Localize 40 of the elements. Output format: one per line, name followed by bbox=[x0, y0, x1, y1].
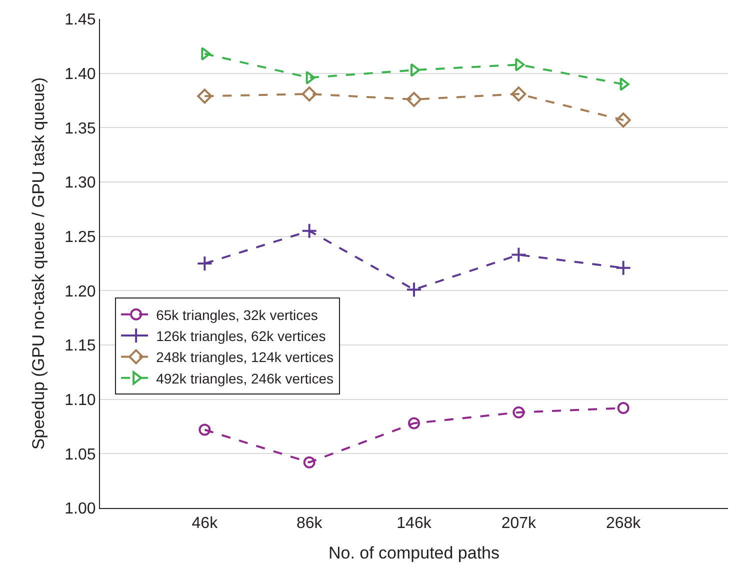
point bbox=[510, 246, 527, 263]
point bbox=[620, 77, 630, 91]
point bbox=[302, 86, 317, 102]
point bbox=[303, 456, 316, 468]
point bbox=[511, 86, 526, 102]
legend-label: 248k triangles, 124k vertices bbox=[156, 349, 334, 366]
y-axis-title: Speedup (GPU no-task queue / GPU task queue) bbox=[29, 77, 48, 450]
x-tick-label: 46k bbox=[192, 515, 219, 532]
legend-label: 65k triangles, 32k vertices bbox=[156, 306, 318, 323]
point bbox=[201, 47, 211, 61]
legend-label: 126k triangles, 62k vertices bbox=[156, 328, 326, 344]
x-axis-title: No. of computed paths bbox=[328, 544, 500, 563]
x-tick-label: 86k bbox=[296, 515, 324, 532]
x-tick-label: 146k bbox=[396, 515, 432, 532]
y-tick-label: 1.05 bbox=[64, 446, 96, 464]
point bbox=[198, 424, 211, 436]
y-tick-label: 1.10 bbox=[64, 392, 96, 409]
y-tick-label: 1.30 bbox=[64, 174, 96, 192]
legend-label: 492k triangles, 246k vertices bbox=[156, 370, 334, 386]
point bbox=[196, 256, 213, 272]
y-tick-label: 1.45 bbox=[64, 12, 96, 29]
x-tick-label: 207k bbox=[501, 515, 538, 532]
y-tick-label: 1.20 bbox=[64, 283, 96, 300]
point bbox=[408, 417, 420, 430]
point bbox=[306, 70, 316, 84]
y-tick-label: 1.15 bbox=[64, 338, 96, 355]
y-tick-label: 1.35 bbox=[64, 120, 96, 138]
x-tick-label: 268k bbox=[606, 515, 642, 532]
point bbox=[197, 88, 212, 104]
y-tick-label: 1.25 bbox=[64, 228, 96, 246]
point bbox=[512, 406, 525, 418]
y-tick-label: 1.00 bbox=[64, 500, 96, 518]
point bbox=[515, 58, 525, 72]
point bbox=[616, 112, 631, 128]
point bbox=[615, 260, 632, 276]
y-tick-label: 1.40 bbox=[64, 66, 96, 83]
point bbox=[406, 92, 422, 107]
point bbox=[406, 282, 422, 298]
point bbox=[617, 402, 630, 414]
point bbox=[301, 222, 318, 239]
